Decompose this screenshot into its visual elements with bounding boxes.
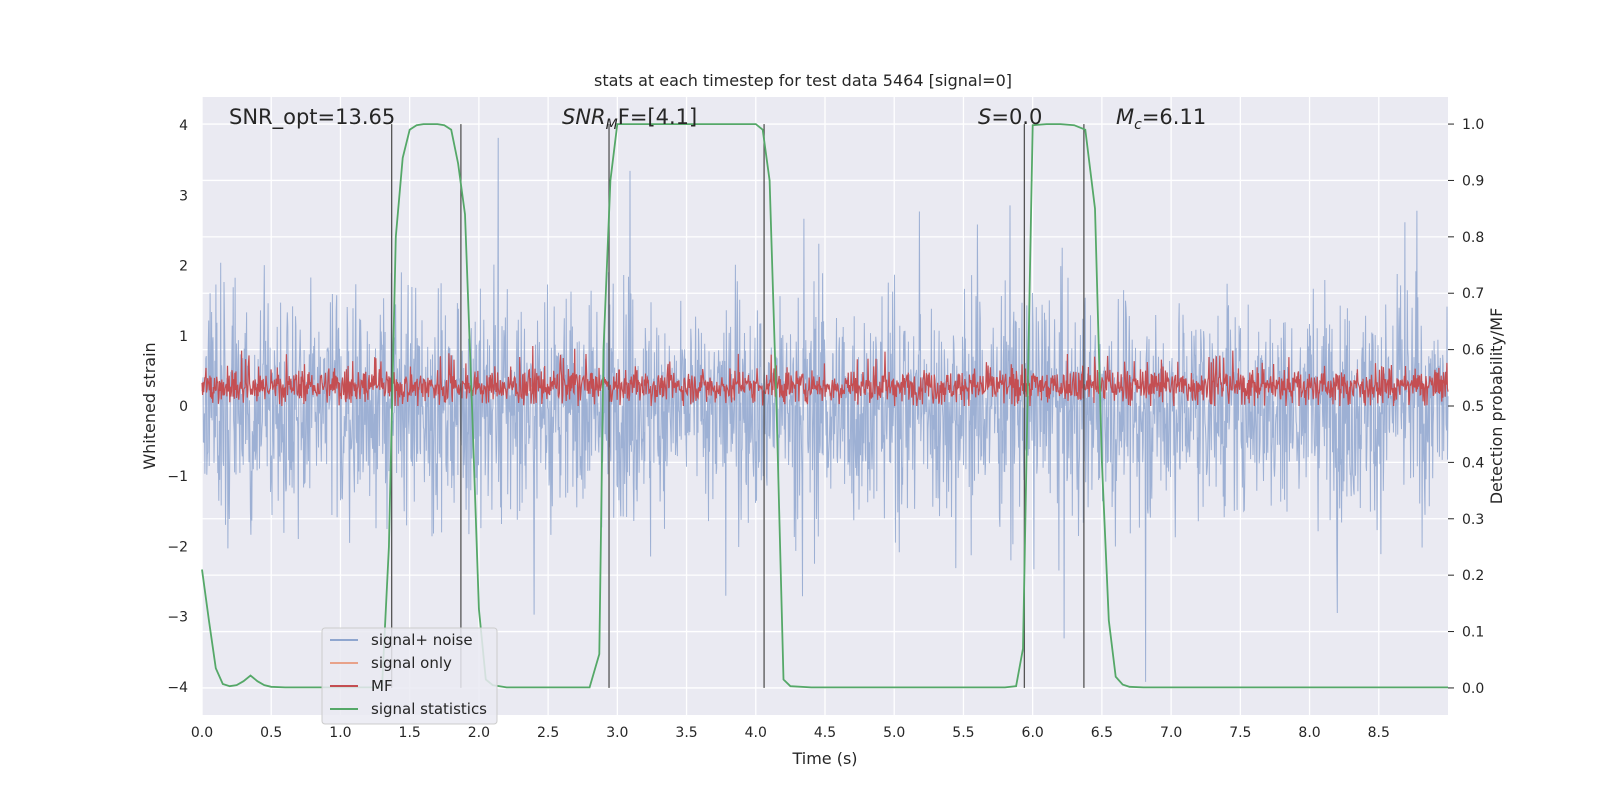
left-y-tick-label: −2 — [167, 539, 188, 555]
x-tick-label: 0.0 — [191, 725, 213, 741]
x-tick-label: 3.0 — [606, 725, 628, 741]
x-tick-label: 4.0 — [745, 725, 767, 741]
x-tick-label: 6.5 — [1091, 725, 1113, 741]
legend-label-noise: signal+ noise — [371, 631, 473, 649]
right-y-tick-label: 0.5 — [1462, 399, 1484, 415]
signal-statistics-line — [201, 123, 1448, 689]
x-tick-label: 5.5 — [952, 725, 974, 741]
x-tick-label: 7.0 — [1160, 725, 1182, 741]
right-y-tick-label: 0.9 — [1462, 173, 1484, 189]
left-y-tick-label: 4 — [179, 118, 188, 134]
x-tick-label: 2.5 — [537, 725, 559, 741]
x-tick-label: 8.0 — [1298, 725, 1320, 741]
snr-mf-tail: F=[4.1] — [618, 105, 697, 129]
x-tick-label: 5.0 — [883, 725, 905, 741]
s-annotation: S=0.0 — [978, 105, 1042, 129]
legend-label-mf: MF — [371, 677, 393, 695]
x-tick-label: 1.5 — [399, 725, 421, 741]
x-tick-label: 2.0 — [468, 725, 490, 741]
left-y-tick-label: 2 — [179, 259, 188, 275]
right-y-axis-label: Detection probability/MF — [1487, 308, 1506, 505]
mc-value: =6.11 — [1142, 105, 1206, 129]
left-y-axis-ticks: −4 −3 −2 −1 0 1 2 3 4 — [167, 118, 188, 696]
snr-mf-sub: M — [606, 117, 618, 133]
left-y-tick-label: 0 — [179, 399, 188, 415]
right-y-tick-label: 0.1 — [1462, 625, 1484, 641]
right-y-tick-label: 0.8 — [1462, 230, 1484, 246]
right-y-tick-label: 0.4 — [1462, 455, 1484, 471]
s-value: =0.0 — [991, 105, 1042, 129]
mc-sub: c — [1134, 117, 1142, 133]
x-axis-label: Time (s) — [791, 749, 857, 768]
left-y-tick-label: −4 — [167, 680, 188, 696]
left-y-tick-label: −3 — [167, 610, 188, 626]
snr-mf-annotation: SNRMF=[4.1] — [562, 105, 697, 133]
mc-main: M — [1116, 105, 1134, 129]
left-y-tick-label: 3 — [179, 188, 188, 204]
snr-mf-main: SNR — [562, 105, 606, 129]
x-tick-label: 7.5 — [1229, 725, 1251, 741]
right-y-tick-label: 0.0 — [1462, 681, 1484, 697]
mf-series — [201, 345, 1449, 407]
x-axis-ticks: 0.0 0.5 1.0 1.5 2.0 2.5 3.0 3.5 4.0 4.5 5.0 5.5 6.0 6… — [191, 725, 1390, 741]
right-y-tick-label: 0.7 — [1462, 286, 1484, 302]
mc-annotation: Mc=6.11 — [1116, 105, 1206, 133]
mf-line — [201, 345, 1449, 407]
legend-label-stats: signal statistics — [371, 700, 487, 718]
right-y-tick-label: 1.0 — [1462, 117, 1484, 133]
x-tick-label: 1.0 — [329, 725, 351, 741]
x-tick-label: 6.0 — [1022, 725, 1044, 741]
legend: signal+ noise signal only MF signal stat… — [321, 627, 498, 725]
snr-opt-annotation: SNR_opt=13.65 — [229, 105, 395, 130]
signal-statistics-series — [201, 123, 1448, 689]
left-y-tick-label: 1 — [179, 329, 188, 345]
right-y-tick-label: 0.6 — [1462, 343, 1484, 359]
x-tick-label: 4.5 — [814, 725, 836, 741]
right-y-axis-ticks: 0.0 0.1 0.2 0.3 0.4 0.5 0.6 0.7 0.8 0.9 1.0 — [1448, 117, 1484, 697]
left-y-tick-label: −1 — [167, 469, 188, 485]
x-tick-label: 3.5 — [675, 725, 697, 741]
left-y-axis-label: Whitened strain — [140, 342, 159, 469]
right-y-tick-label: 0.3 — [1462, 512, 1484, 528]
legend-label-signal: signal only — [371, 654, 452, 672]
right-y-tick-label: 0.2 — [1462, 568, 1484, 584]
x-tick-label: 8.5 — [1368, 725, 1390, 741]
chart-title: stats at each timestep for test data 546… — [594, 71, 1012, 90]
x-tick-label: 0.5 — [260, 725, 282, 741]
s-symbol: S — [978, 105, 991, 129]
